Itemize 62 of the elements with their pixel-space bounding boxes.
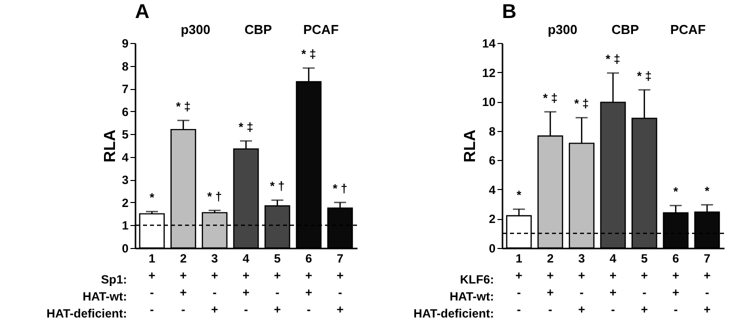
text: p300 xyxy=(548,22,578,37)
x-tick-label: 1 + - - xyxy=(515,252,523,316)
x-tick-label: 5 + - + xyxy=(274,252,282,316)
annotation: * xyxy=(150,190,155,205)
text: HAT-wt: xyxy=(82,290,127,304)
y-tick-label: 10 xyxy=(482,95,496,110)
text: PCAF xyxy=(670,22,706,37)
y-tick-label: 8 xyxy=(488,124,496,138)
y-tick-label: 2 xyxy=(122,196,129,210)
x-tick-label: 4 + + - xyxy=(242,252,250,316)
annotation: * † xyxy=(332,181,348,196)
y-tick-label: 8 xyxy=(122,59,129,74)
annotation: * ‡ xyxy=(574,96,589,111)
y-tick-label: 6 xyxy=(122,104,129,119)
annotation: * † xyxy=(270,179,285,194)
text: KLF6: xyxy=(460,272,494,286)
y-tick-label: 0 xyxy=(488,242,496,256)
x-tick-label: 1 + - - xyxy=(148,252,156,316)
text: CBP xyxy=(244,22,272,37)
annotation: * xyxy=(516,188,522,202)
x-tick-label: 2 + + - xyxy=(180,252,187,316)
x-tick-label: 7 + - + xyxy=(704,252,711,316)
text: PCAF xyxy=(303,22,339,37)
annotation: * ‡ xyxy=(542,90,558,105)
x-tick-label: 4 + + - xyxy=(609,252,617,316)
x-tick-label: 3 + - + xyxy=(211,252,218,316)
annotation: * xyxy=(704,184,710,198)
y-tick-label: 14 xyxy=(482,36,496,50)
y-tick-label: 1 xyxy=(122,218,129,233)
y-tick-label: 3 xyxy=(122,173,129,188)
y-tick-label: 0 xyxy=(122,242,129,256)
annotation: * ‡ xyxy=(238,120,254,134)
y-tick-label: 5 xyxy=(122,128,129,142)
y-tick-label: 4 xyxy=(488,182,496,197)
y-tick-label: 2 xyxy=(488,212,496,226)
annotation: * ‡ xyxy=(606,52,620,66)
text: Sp1: xyxy=(100,272,127,286)
text: HAT-deficient: xyxy=(414,306,494,320)
x-tick-label: 3 + - + xyxy=(578,252,586,316)
y-tick-label: 4 xyxy=(122,150,129,164)
x-tick-label: 6 + + - xyxy=(305,252,312,316)
annotation: * ‡ xyxy=(637,68,652,83)
chart-title: A xyxy=(135,1,150,23)
x-tick-label: 6 + + - xyxy=(672,252,680,316)
y-tick-label: 6 xyxy=(488,154,496,168)
annotation: * ‡ xyxy=(176,99,191,114)
y-axis-title: RLA xyxy=(102,129,119,162)
text: HAT-deficient: xyxy=(46,306,127,320)
y-tick-label: 12 xyxy=(482,66,496,80)
text: HAT-wt: xyxy=(450,290,494,304)
y-tick-label: 9 xyxy=(122,36,129,50)
y-axis-title: RLA xyxy=(462,129,480,162)
text: CBP xyxy=(612,22,640,37)
text: p300 xyxy=(180,22,210,37)
annotation: * † xyxy=(207,189,222,204)
x-tick-label: 7 + - + xyxy=(336,252,344,316)
annotation: * ‡ xyxy=(301,47,316,62)
x-tick-label: 2 + + - xyxy=(546,252,554,316)
chart-title: B xyxy=(502,1,516,23)
annotation: * xyxy=(673,184,678,199)
y-tick-label: 7 xyxy=(122,82,129,96)
x-tick-label: 5 + - + xyxy=(640,252,648,316)
